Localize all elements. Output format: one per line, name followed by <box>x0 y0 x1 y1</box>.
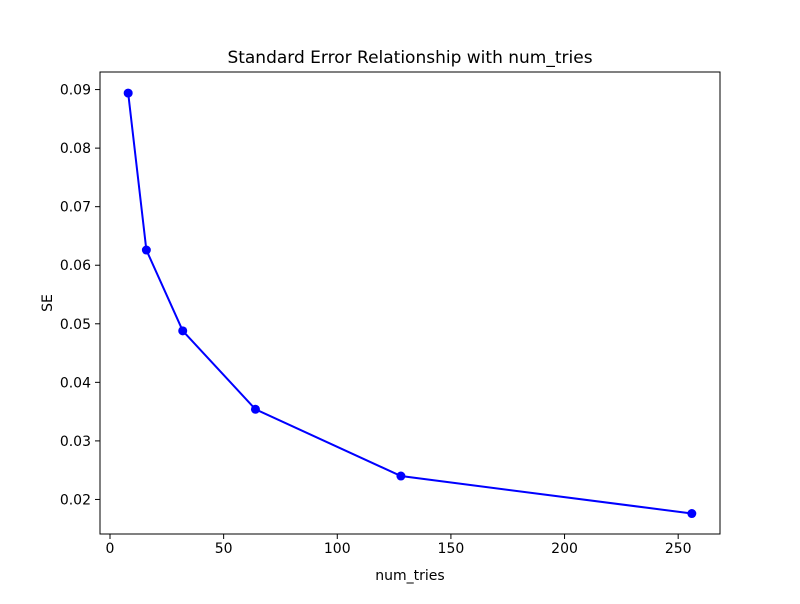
y-tick-label: 0.08 <box>60 141 91 157</box>
x-tick-label: 200 <box>551 541 578 557</box>
x-axis-label: num_tries <box>375 568 444 584</box>
y-tick-label: 0.06 <box>60 258 91 274</box>
x-tick-label: 0 <box>106 541 115 557</box>
data-point <box>141 245 151 255</box>
y-tick-label: 0.07 <box>60 200 91 216</box>
y-tick-label: 0.03 <box>60 434 91 450</box>
x-tick-label: 50 <box>215 541 233 557</box>
x-tick-label: 250 <box>665 541 692 557</box>
data-point <box>687 509 697 519</box>
plot-area <box>99 71 721 535</box>
x-tick-label: 100 <box>324 541 351 557</box>
data-markers <box>123 88 697 519</box>
chart-title: Standard Error Relationship with num_tri… <box>227 48 592 68</box>
data-point <box>396 471 406 481</box>
y-axis-label: SE <box>40 294 56 312</box>
y-tick-label: 0.05 <box>60 317 91 333</box>
y-tick-label: 0.09 <box>60 83 91 99</box>
x-axis-ticks: 0 50 100 150 200 250 <box>106 534 692 557</box>
x-tick-label: 150 <box>438 541 465 557</box>
data-point <box>250 404 260 414</box>
data-line <box>127 92 692 515</box>
y-tick-label: 0.02 <box>60 492 91 508</box>
y-axis-ticks: 0.02 0.03 0.04 0.05 0.06 0.07 0.08 0.09 <box>60 83 100 508</box>
data-point <box>123 88 133 98</box>
y-tick-label: 0.04 <box>60 375 91 391</box>
data-point <box>178 326 188 336</box>
